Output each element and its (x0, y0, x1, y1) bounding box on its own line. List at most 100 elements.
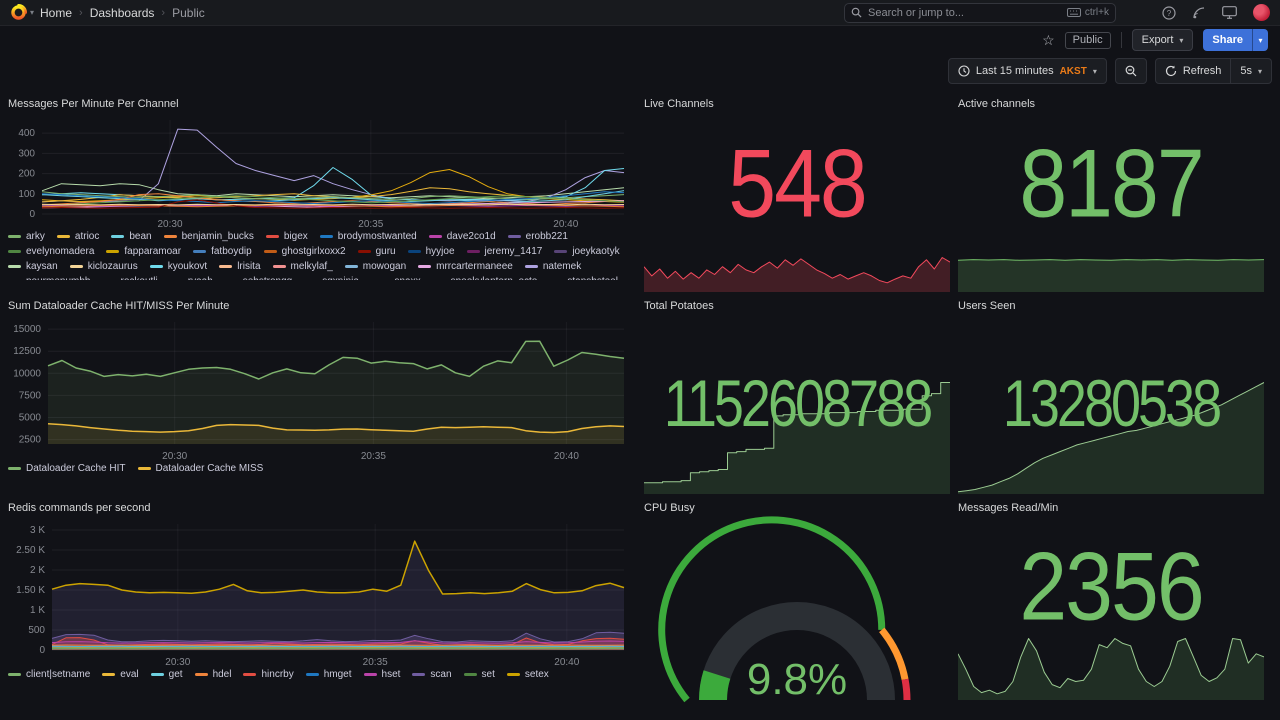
visibility-tag[interactable]: Public (1064, 31, 1111, 49)
legend-item[interactable]: spookylantern_octo (433, 275, 538, 280)
breadcrumb-dashboards[interactable]: Dashboards (89, 5, 155, 20)
legend-item[interactable]: jeremy_1417 (466, 245, 542, 258)
org-switcher-chevron-icon[interactable]: ▾ (30, 8, 35, 17)
svg-text:9.8%: 9.8% (747, 655, 847, 704)
refresh-button[interactable]: Refresh (1154, 58, 1232, 84)
svg-text:15000: 15000 (13, 324, 41, 335)
stat-sparkline (958, 636, 1264, 700)
legend-item[interactable]: ryaah (170, 275, 213, 280)
legend-item[interactable]: bigex (265, 230, 308, 243)
legend-item[interactable]: stansbsteel (549, 275, 618, 280)
monitor-icon[interactable] (1222, 6, 1237, 19)
export-button[interactable]: Export ▾ (1131, 29, 1194, 51)
legend-item[interactable]: hmget (305, 668, 352, 681)
stat-value: 2356 (1019, 533, 1204, 641)
svg-text:500: 500 (28, 625, 45, 636)
legend-item[interactable]: scan (412, 668, 452, 681)
svg-text:0: 0 (29, 209, 35, 220)
legend-item[interactable]: rockoutli (102, 275, 157, 280)
legend-item[interactable]: hincrby (243, 668, 294, 681)
stat-value: 548 (728, 130, 868, 238)
chart-legend: arky atrioc bean benjamin_bucks bigex brodymo… (8, 230, 628, 280)
legend-item[interactable]: atrioc (56, 230, 99, 243)
panel-active-channels: Active channels 8187 (958, 96, 1264, 292)
svg-text:7500: 7500 (19, 390, 42, 401)
stat-value: 13280538 (1002, 367, 1222, 441)
legend-item[interactable]: client|setname (8, 668, 90, 681)
legend-item[interactable]: joeykaotyk (554, 245, 620, 258)
panel-title[interactable]: Live Channels (644, 98, 714, 110)
legend-item[interactable]: dave2co1d (428, 230, 496, 243)
panel-messages-read: Messages Read/Min 2356 (958, 500, 1264, 714)
svg-text:1.50 K: 1.50 K (16, 585, 45, 596)
legend-item[interactable]: sebstrongg (225, 275, 292, 280)
panel-title[interactable]: Sum Dataloader Cache HIT/MISS Per Minute (8, 300, 230, 312)
legend-item[interactable]: kyoukovt (149, 260, 207, 273)
legend-item[interactable]: guru (357, 245, 396, 258)
panel-total-potatoes: Total Potatoes 1152608788 (644, 298, 950, 494)
svg-text:2500: 2500 (19, 435, 42, 446)
legend-item[interactable]: pourmenumbb (8, 275, 90, 280)
legend-item[interactable]: arky (8, 230, 45, 243)
stat-sparkline (644, 246, 950, 292)
chevron-down-icon: ▾ (1179, 35, 1184, 45)
share-split-button: Share ▾ (1203, 29, 1268, 51)
svg-text:20:35: 20:35 (361, 451, 386, 462)
refresh-interval-select[interactable]: 5s ▾ (1231, 58, 1272, 84)
legend-item[interactable]: erobb221 (507, 230, 568, 243)
breadcrumb-separator: › (79, 6, 83, 19)
legend-item[interactable]: setex (506, 668, 549, 681)
panel-title[interactable]: Redis commands per second (8, 502, 151, 514)
legend-item[interactable]: Dataloader Cache HIT (8, 462, 126, 475)
legend-item[interactable]: mrrcartermaneee (418, 260, 513, 273)
legend-item[interactable]: brodymostwanted (319, 230, 417, 243)
help-icon[interactable]: ? (1162, 5, 1176, 20)
svg-text:400: 400 (18, 128, 35, 139)
legend-item[interactable]: melkylaf_ (272, 260, 333, 273)
legend-item[interactable]: benjamin_bucks (163, 230, 254, 243)
legend-item[interactable]: fapparamoar (106, 245, 181, 258)
panel-title[interactable]: Users Seen (958, 300, 1016, 312)
legend-item[interactable]: sgxninja_ (304, 275, 364, 280)
panel-title[interactable]: Messages Per Minute Per Channel (8, 98, 179, 110)
panel-title[interactable]: Messages Read/Min (958, 502, 1059, 514)
panel-title[interactable]: Active channels (958, 98, 1036, 110)
share-menu-chevron-icon[interactable]: ▾ (1252, 29, 1268, 51)
legend-item[interactable]: ghostgirlxoxx2 (263, 245, 346, 258)
legend-item[interactable]: evelynomadera (8, 245, 94, 258)
panel-messages-per-minute: Messages Per Minute Per Channel 0 100 200 3… (8, 96, 628, 292)
user-avatar[interactable] (1253, 4, 1270, 21)
favorite-star-icon[interactable]: ☆ (1042, 32, 1055, 48)
legend-item[interactable]: eval (102, 668, 139, 681)
stat-sparkline (958, 256, 1264, 292)
legend-item[interactable]: natemek (524, 260, 581, 273)
grafana-logo-icon[interactable] (10, 4, 27, 21)
time-range-picker[interactable]: Last 15 minutes AKST ▾ (947, 58, 1107, 84)
legend-item[interactable]: fatboydip (193, 245, 252, 258)
legend-item[interactable]: snaxx (377, 275, 421, 280)
svg-text:1 K: 1 K (30, 605, 45, 616)
news-rss-icon[interactable] (1192, 6, 1206, 20)
stat-sparkline (958, 378, 1264, 494)
panel-title[interactable]: Total Potatoes (644, 300, 714, 312)
panel-title[interactable]: CPU Busy (644, 502, 695, 514)
legend-item[interactable]: hyyjoe (407, 245, 455, 258)
legend-item[interactable]: lrisita (219, 260, 261, 273)
share-button[interactable]: Share (1203, 29, 1252, 51)
legend-item[interactable]: mowogan (344, 260, 406, 273)
search-input[interactable]: Search or jump to... ctrl+k (844, 2, 1116, 23)
legend-item[interactable]: hset (363, 668, 400, 681)
svg-text:20:40: 20:40 (554, 657, 579, 668)
breadcrumb-current[interactable]: Public (172, 5, 205, 20)
legend-item[interactable]: Dataloader Cache MISS (137, 462, 263, 475)
zoom-out-button[interactable] (1114, 58, 1147, 84)
legend-item[interactable]: kiclozaurus (69, 260, 138, 273)
legend-item[interactable]: kaysan (8, 260, 58, 273)
breadcrumb-home[interactable]: Home (40, 5, 73, 20)
legend-item[interactable]: hdel (194, 668, 231, 681)
legend-item[interactable]: get (150, 668, 183, 681)
panel-users-seen: Users Seen 13280538 (958, 298, 1264, 494)
legend-item[interactable]: bean (111, 230, 152, 243)
legend-item[interactable]: set (463, 668, 495, 681)
timezone-label: AKST (1059, 65, 1087, 77)
